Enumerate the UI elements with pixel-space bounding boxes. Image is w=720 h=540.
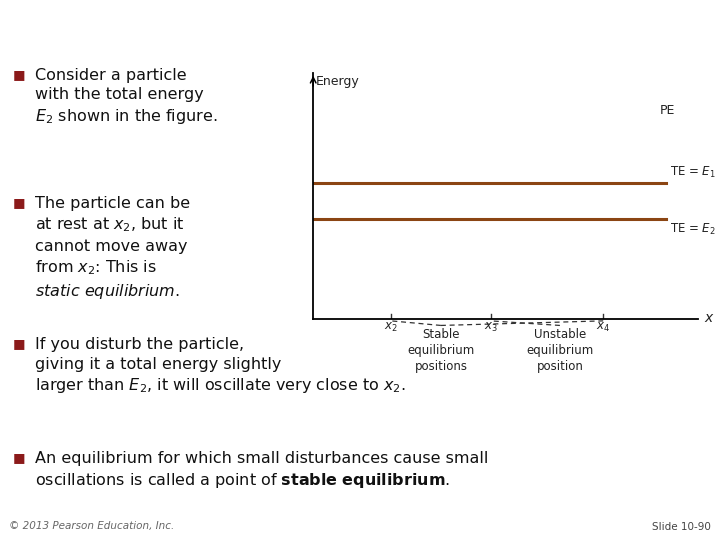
Text: If you disturb the particle,
giving it a total energy slightly
larger than $E_2$: If you disturb the particle, giving it a… xyxy=(35,338,405,395)
Text: The particle can be
at rest at $x_2$, but it
cannot move away
from $x_2$: This i: The particle can be at rest at $x_2$, bu… xyxy=(35,196,189,301)
Text: ■: ■ xyxy=(13,196,25,209)
Text: ■: ■ xyxy=(13,68,25,81)
Text: Consider a particle
with the total energy
$E_2$ shown in the figure.: Consider a particle with the total energ… xyxy=(35,68,217,126)
Text: An equilibrium for which small disturbances cause small
oscillations is called a: An equilibrium for which small disturban… xyxy=(35,451,488,490)
Text: $x_2$: $x_2$ xyxy=(384,321,398,334)
Text: $x_3$: $x_3$ xyxy=(484,321,498,334)
Text: Unstable
equilibrium
position: Unstable equilibrium position xyxy=(526,328,593,373)
Text: TE = $E_2$: TE = $E_2$ xyxy=(670,222,716,237)
Text: $x$: $x$ xyxy=(703,310,714,325)
Text: Slide 10-90: Slide 10-90 xyxy=(652,522,711,531)
Text: Equilibrium Positions: Stable: Equilibrium Positions: Stable xyxy=(9,15,440,42)
Text: ■: ■ xyxy=(13,338,25,350)
Text: TE = $E_1$: TE = $E_1$ xyxy=(670,165,716,180)
Text: ■: ■ xyxy=(13,451,25,464)
Text: © 2013 Pearson Education, Inc.: © 2013 Pearson Education, Inc. xyxy=(9,522,174,531)
Text: PE: PE xyxy=(660,104,675,117)
Text: Stable
equilibrium
positions: Stable equilibrium positions xyxy=(408,328,474,373)
Text: Energy: Energy xyxy=(316,75,359,88)
Text: $x_4$: $x_4$ xyxy=(596,321,610,334)
